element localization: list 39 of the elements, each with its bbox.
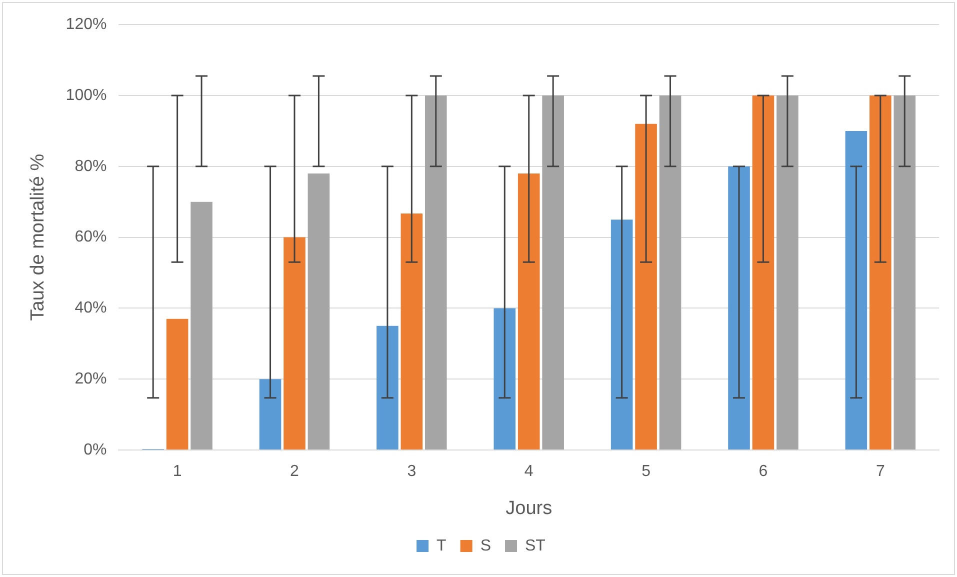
legend-label: S <box>480 537 491 554</box>
x-axis-title: Jours <box>506 498 552 519</box>
y-tick-label: 60% <box>74 228 107 246</box>
bar <box>845 130 868 450</box>
bar <box>518 173 540 450</box>
bar <box>894 96 916 450</box>
bar <box>752 96 774 450</box>
bar <box>284 237 306 450</box>
bar <box>166 318 188 450</box>
bar <box>610 220 633 450</box>
bar <box>190 202 212 450</box>
legend-label: T <box>436 537 447 554</box>
bar <box>776 96 798 450</box>
x-tick-label: 3 <box>407 463 416 480</box>
y-tick-label: 120% <box>66 16 107 34</box>
y-tick-label: 0% <box>84 441 107 458</box>
bar <box>542 96 564 450</box>
bar <box>870 96 892 450</box>
y-tick-label: 20% <box>74 370 107 388</box>
x-tick-label: 5 <box>642 463 651 480</box>
bar <box>376 326 398 450</box>
bar <box>308 173 330 450</box>
x-tick-label: 7 <box>876 463 885 480</box>
bar <box>659 96 682 450</box>
bar <box>425 96 447 450</box>
legend-label: ST <box>525 537 546 554</box>
y-axis-title: Taux de mortalité % <box>28 154 49 321</box>
x-tick-label: 6 <box>758 463 768 480</box>
y-tick-label: 80% <box>74 158 107 175</box>
y-tick-label: 100% <box>66 86 107 104</box>
x-tick-label: 1 <box>172 463 182 480</box>
bar <box>494 308 516 450</box>
bar <box>400 214 423 450</box>
bar <box>728 166 750 450</box>
bar <box>635 124 657 450</box>
x-tick-label: 4 <box>524 463 534 480</box>
y-tick-label: 40% <box>74 300 107 317</box>
bar <box>259 379 282 450</box>
x-tick-label: 2 <box>290 463 300 480</box>
